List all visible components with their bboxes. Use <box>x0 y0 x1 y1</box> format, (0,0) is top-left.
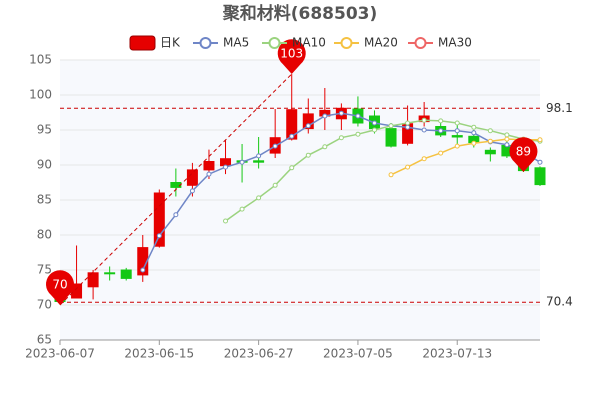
ma-point <box>487 128 493 134</box>
ma-line <box>225 119 541 222</box>
legend-label[interactable]: MA5 <box>223 36 249 50</box>
min-line-label: 70.4 <box>546 295 573 309</box>
max-line-label: 98.1 <box>546 101 573 115</box>
candle-body <box>87 272 99 288</box>
candle-body <box>302 113 314 130</box>
ma-point <box>338 135 344 141</box>
candle-body <box>286 109 298 140</box>
ma-point <box>421 127 427 133</box>
y-tick-label: 85 <box>37 193 52 207</box>
ma-point <box>173 212 179 218</box>
ma-point <box>289 133 295 139</box>
candle-body <box>484 149 496 155</box>
x-tick-label: 2023-07-05 <box>323 347 393 361</box>
ma-point <box>454 128 460 134</box>
y-tick-label: 105 <box>29 53 52 67</box>
y-tick-label: 65 <box>37 333 52 347</box>
x-tick-label: 2023-06-15 <box>124 347 194 361</box>
candle-body <box>186 169 198 186</box>
ma-point <box>189 188 195 194</box>
ma-point <box>405 124 411 130</box>
x-tick-label: 2023-06-07 <box>25 347 95 361</box>
y-tick-label: 80 <box>37 228 52 242</box>
ma-point <box>471 130 477 136</box>
ma-point <box>239 206 245 212</box>
ma-point <box>405 164 411 170</box>
legend-label[interactable]: MA30 <box>438 36 472 50</box>
ma-point <box>388 172 394 178</box>
candle-body <box>385 128 397 147</box>
pin-label: 70 <box>52 278 67 292</box>
ma-point <box>322 113 328 119</box>
legend-label[interactable]: MA20 <box>364 36 398 50</box>
ma-point <box>223 218 229 224</box>
ma-point <box>355 113 361 119</box>
candle-body <box>203 161 215 171</box>
ma-point <box>454 143 460 149</box>
candle-body <box>451 135 463 138</box>
y-tick-label: 100 <box>29 88 52 102</box>
ma-point <box>140 267 146 273</box>
ma-point <box>504 136 510 142</box>
ma-point <box>256 153 262 159</box>
ma-point <box>272 182 278 188</box>
y-tick-label: 90 <box>37 158 52 172</box>
ma-point <box>405 120 411 126</box>
trend-line <box>59 73 293 306</box>
candle-body <box>104 272 116 275</box>
y-tick-label: 75 <box>37 263 52 277</box>
pin <box>509 137 538 172</box>
ma-point <box>239 159 245 165</box>
ma-point <box>305 152 311 158</box>
pin <box>46 270 75 305</box>
ma-point <box>438 118 444 124</box>
ma-point <box>371 120 377 126</box>
legend-label[interactable]: MA10 <box>292 36 326 50</box>
legend-icon[interactable] <box>129 35 156 51</box>
candle-body <box>120 269 132 279</box>
candle-body <box>153 192 165 247</box>
chart-title: 聚和材料(688503) <box>222 3 378 24</box>
ma-point <box>305 123 311 129</box>
ma-point <box>223 164 229 170</box>
ma-point <box>272 143 278 149</box>
y-tick-label: 70 <box>37 298 52 312</box>
y-tick-label: 95 <box>37 123 52 137</box>
ma-point <box>421 156 427 162</box>
candle-body <box>253 160 265 163</box>
candle-body <box>534 167 546 186</box>
ma-point <box>537 159 543 165</box>
pin-label: 103 <box>280 47 303 61</box>
ma-point <box>438 128 444 134</box>
legend-icon[interactable] <box>268 37 281 49</box>
pin-label: 89 <box>516 145 531 159</box>
ma-point <box>206 171 212 177</box>
ma-point <box>421 117 427 123</box>
ma-point <box>454 120 460 126</box>
ma-point <box>371 127 377 133</box>
ma-point <box>338 110 344 116</box>
ma-point <box>438 150 444 156</box>
ma-point <box>322 144 328 150</box>
pin <box>277 39 306 74</box>
legend-label[interactable]: 日K <box>160 36 181 50</box>
ma-point <box>355 131 361 137</box>
ma-point <box>289 165 295 171</box>
ma-line <box>390 138 540 176</box>
x-tick-label: 2023-07-13 <box>422 347 492 361</box>
ma-point <box>504 132 510 138</box>
x-tick-label: 2023-06-27 <box>224 347 294 361</box>
legend-icon[interactable] <box>199 37 212 49</box>
ma-point <box>537 137 543 143</box>
ma-point <box>156 233 162 239</box>
ma-point <box>504 142 510 148</box>
ma-point <box>388 123 394 129</box>
ma-point <box>256 195 262 201</box>
ma-point <box>471 140 477 146</box>
ma-point <box>487 138 493 144</box>
legend-icon[interactable] <box>340 37 353 49</box>
ma-point <box>471 124 477 130</box>
legend-icon[interactable] <box>414 37 427 49</box>
